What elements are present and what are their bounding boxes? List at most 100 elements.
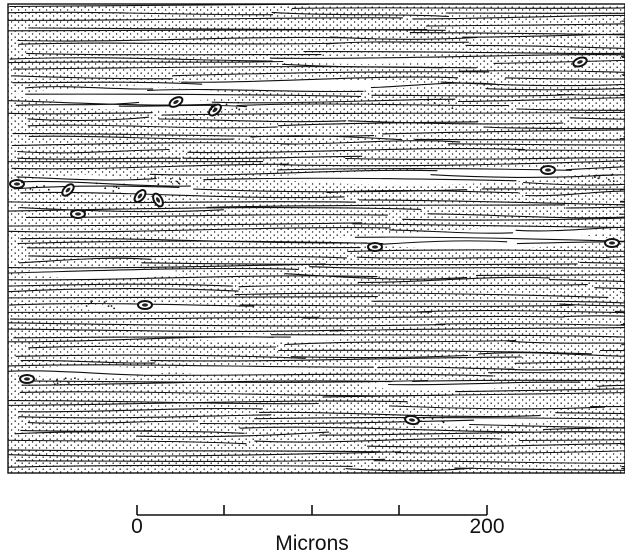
fiber-outline	[354, 236, 625, 242]
granule	[112, 190, 115, 192]
fiber-outline	[27, 116, 150, 122]
fiber-outline	[20, 237, 367, 244]
fiber-outline	[345, 157, 625, 160]
fiber-outline	[17, 148, 170, 154]
fiber-outline	[15, 458, 386, 462]
granule	[611, 173, 614, 176]
fiber-outline	[8, 399, 319, 405]
fiber-outline	[454, 467, 625, 471]
fiber-outline	[389, 229, 514, 234]
fiber-outline	[141, 262, 578, 266]
interstitial-granules	[21, 98, 615, 424]
granule	[170, 181, 173, 183]
fiber-outline	[15, 101, 140, 106]
fiber-outline	[12, 81, 203, 85]
fiber-outline	[319, 431, 625, 436]
granule	[179, 178, 182, 181]
fiber-outline	[366, 442, 625, 448]
fiber-outline	[25, 86, 154, 90]
granule	[594, 176, 596, 179]
fiber-outline	[514, 361, 625, 364]
granule	[237, 101, 240, 104]
granule	[431, 417, 434, 420]
nucleus	[367, 242, 383, 252]
fiber-outline	[371, 94, 575, 97]
nucleus	[19, 374, 35, 384]
fiber-outline	[415, 309, 625, 314]
nucleus	[133, 189, 147, 203]
granule	[59, 384, 62, 386]
interstitial-space	[360, 379, 520, 391]
granule	[441, 420, 444, 423]
fiber-outline	[525, 190, 625, 197]
fiber-outline	[493, 59, 625, 64]
fiber-outline	[8, 227, 391, 233]
fiber-outline	[555, 412, 625, 415]
fiber-outline	[158, 118, 347, 123]
granule	[423, 417, 425, 420]
granule	[447, 100, 450, 102]
fiber-outline	[412, 379, 625, 382]
fiber-outline	[26, 52, 322, 56]
granule	[113, 185, 115, 188]
fiber-outline	[8, 275, 378, 281]
fiber-outline	[281, 140, 460, 145]
fiber-outline	[284, 340, 517, 346]
fiber-outline	[485, 87, 625, 91]
granule	[123, 183, 125, 186]
granule	[85, 305, 88, 307]
fiber-outline	[8, 364, 374, 368]
fiber-outline	[238, 284, 588, 288]
fiber-outline	[172, 71, 490, 77]
fiber-outline	[519, 439, 625, 442]
fiber-outline	[27, 124, 278, 129]
fiber-outline	[250, 135, 403, 141]
interstitial-space	[180, 334, 360, 342]
nucleus	[9, 179, 25, 189]
fiber-outline	[27, 420, 198, 424]
fiber-outline	[563, 315, 625, 318]
fiber-outline	[414, 138, 625, 141]
fiber-outline	[389, 405, 606, 410]
fiber-outline	[276, 167, 572, 171]
fiber-outline	[17, 157, 181, 160]
fiber-outline	[11, 142, 298, 147]
granule	[429, 414, 432, 417]
fiber-outline	[181, 76, 459, 83]
fiber-outline	[19, 207, 224, 213]
granule	[598, 175, 601, 177]
fiber-outline	[302, 315, 565, 319]
granule	[56, 382, 59, 384]
fiber-outline	[8, 207, 422, 212]
fiber-outline	[8, 28, 428, 32]
fiber-outline	[457, 97, 625, 103]
granule	[169, 177, 172, 180]
granule	[29, 188, 32, 190]
granule	[90, 302, 93, 304]
fiber-outline	[8, 287, 239, 293]
nucleus	[404, 414, 420, 426]
granule	[103, 301, 106, 303]
fiber-outline	[8, 222, 363, 227]
fiber-outline	[12, 66, 443, 70]
fiber-outline	[357, 276, 551, 283]
interstitial-space	[8, 87, 250, 103]
fiber-outline	[8, 60, 284, 64]
fiber-outline	[372, 300, 625, 304]
fiber-outline	[270, 53, 625, 59]
fiber-outline	[9, 316, 320, 320]
fiber-outline	[455, 388, 625, 393]
fiber-outline	[596, 384, 625, 387]
fiber-outline	[270, 334, 625, 338]
fiber-outline	[565, 206, 625, 209]
granule	[110, 305, 113, 307]
granule	[74, 377, 76, 380]
granule	[176, 180, 179, 183]
nucleus	[61, 183, 75, 197]
granule	[115, 186, 118, 189]
fiber-outline	[543, 427, 625, 431]
fiber-outline	[462, 33, 625, 38]
fiber-outline	[8, 283, 233, 287]
fiber-outline	[358, 199, 625, 206]
fiber-outline	[21, 380, 392, 386]
